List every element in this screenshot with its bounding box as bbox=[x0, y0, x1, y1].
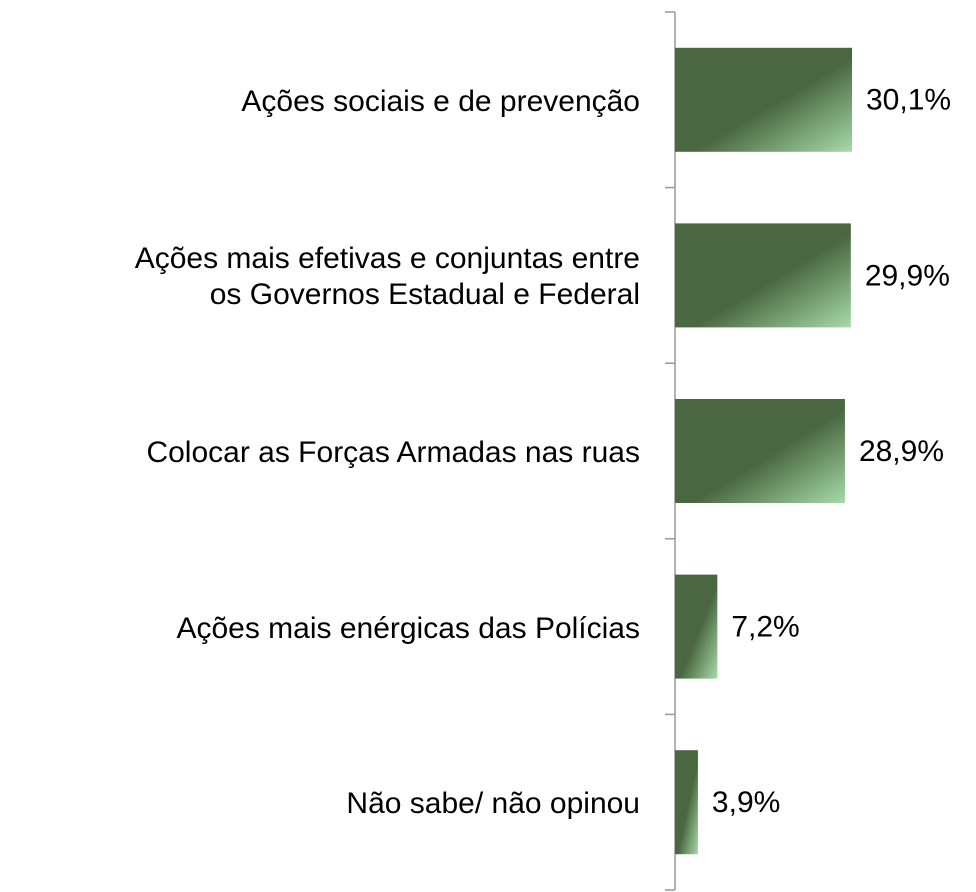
category-label: Ações sociais e de prevenção bbox=[241, 84, 640, 118]
bar bbox=[675, 574, 718, 679]
value-label: 3,9% bbox=[712, 786, 780, 819]
value-label: 28,9% bbox=[859, 435, 944, 468]
value-label: 30,1% bbox=[866, 84, 951, 117]
category-label: Ações mais efetivas e conjuntas entre os… bbox=[134, 242, 640, 312]
category-label: Não sabe/ não opinou bbox=[346, 787, 640, 821]
bar bbox=[675, 47, 852, 152]
category-label: Ações mais enérgicas das Polícias bbox=[176, 611, 640, 645]
bar bbox=[675, 399, 845, 503]
value-label: 29,9% bbox=[865, 259, 950, 292]
bar bbox=[675, 750, 698, 855]
category-label: Colocar as Forças Armadas nas ruas bbox=[146, 436, 640, 469]
value-label: 7,2% bbox=[731, 611, 799, 644]
bar bbox=[675, 223, 851, 328]
